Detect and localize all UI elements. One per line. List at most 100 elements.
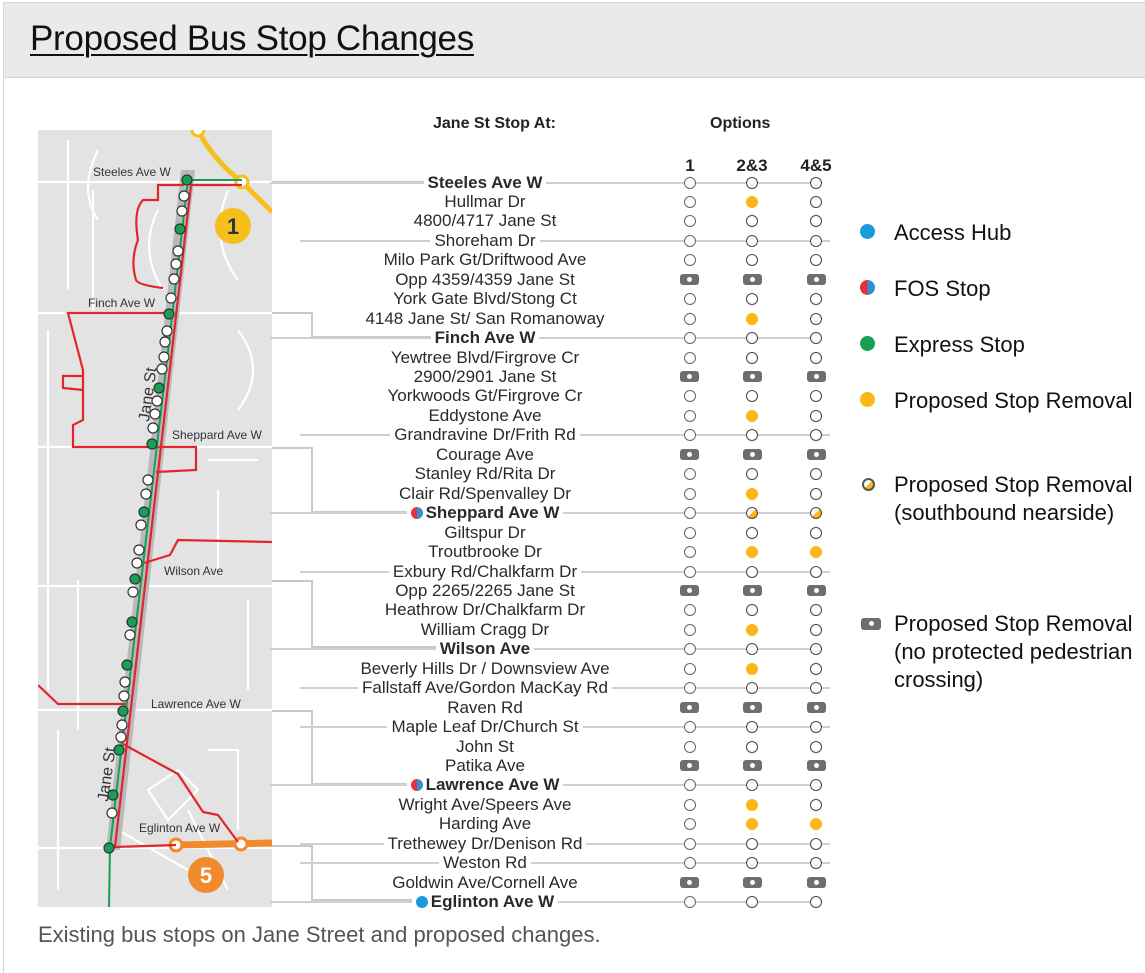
stop-row: Finch Ave W: [270, 328, 840, 348]
keep-stop-icon: [684, 487, 696, 500]
keep-stop-icon: [810, 409, 822, 422]
stop-name: Shoreham Dr: [434, 230, 536, 250]
keep-stop-icon: [684, 312, 696, 325]
line5-badge-label: 5: [200, 863, 212, 888]
stop-name-cell: Eglinton Ave W: [300, 892, 670, 912]
stop-name-cell: Weston Rd: [300, 853, 670, 873]
page-header: Proposed Bus Stop Changes: [4, 3, 1145, 78]
keep-stop-icon: [684, 662, 696, 675]
stop-name: Giltspur Dr: [444, 522, 526, 542]
stop-name: William Cragg Dr: [420, 619, 550, 639]
stop-name: Finch Ave W: [434, 328, 536, 348]
line5-lrt: [175, 839, 272, 849]
stop-row: 4148 Jane St/ San Romanoway: [300, 308, 840, 328]
stop-name-cell: Wilson Ave: [300, 639, 670, 659]
keep-stop-icon: [810, 176, 822, 189]
no-crossing-removal-icon: [807, 701, 826, 713]
stop-row: Grandravine Dr/Frith Rd: [300, 425, 840, 445]
option-2-3-header: 2&3: [736, 156, 768, 175]
blue-dot-icon: [860, 224, 875, 239]
stop-name: Courage Ave: [436, 444, 534, 464]
stop-name-cell: Finch Ave W: [300, 328, 670, 348]
proposed-removal-icon: [746, 195, 758, 208]
keep-stop-icon: [684, 565, 696, 578]
keep-stop-icon: [684, 390, 696, 403]
stop-row: Opp 4359/4359 Jane St: [300, 269, 840, 289]
stop-name-cell: Maple Leaf Dr/Church St: [300, 717, 670, 737]
line5-badge: [188, 857, 224, 893]
keep-stop-icon: [684, 818, 696, 831]
stop-row: Giltspur Dr: [300, 522, 840, 542]
keep-stop-icon: [810, 740, 822, 753]
keep-stop-icon: [684, 409, 696, 422]
line1-badge-label: 1: [227, 214, 239, 239]
stop-name-cell: Trethewey Dr/Denison Rd: [300, 833, 670, 853]
route-map: 1 5: [38, 130, 272, 907]
fos-stop-icon: [410, 507, 423, 520]
page-title[interactable]: Proposed Bus Stop Changes: [30, 19, 474, 58]
keep-stop-icon: [810, 351, 822, 364]
stop-name-cell: Clair Rd/Spenvalley Dr: [300, 483, 670, 503]
proposed-removal-icon: [810, 546, 822, 559]
stop-name: Patika Ave: [444, 756, 526, 775]
street-label-wilson: Wilson Ave: [164, 564, 223, 578]
keep-stop-icon: [810, 487, 822, 500]
stop-row: Yorkwoods Gt/Firgrove Cr: [300, 386, 840, 406]
legend-label: Express Stop: [894, 332, 1025, 357]
proposed-removal-icon: [746, 662, 758, 675]
keep-stop-icon: [746, 390, 758, 403]
proposed-removal-icon: [746, 623, 758, 636]
fos-stop-icon: [410, 779, 423, 792]
stop-row: Lawrence Ave W: [270, 775, 840, 795]
figure-caption: Existing bus stops on Jane Street and pr…: [38, 922, 601, 947]
stop-name-cell: Exbury Rd/Chalkfarm Dr: [300, 561, 670, 581]
stop-name: 4800/4717 Jane St: [413, 211, 557, 231]
keep-stop-icon: [684, 779, 696, 792]
stop-name-cell: Sheppard Ave W: [300, 503, 670, 523]
keep-stop-icon: [746, 293, 758, 306]
no-crossing-removal-icon: [807, 584, 826, 596]
page-frame: [3, 2, 1145, 973]
stop-name: Clair Rd/Spenvalley Dr: [399, 483, 571, 503]
row-rule: [300, 862, 830, 865]
no-crossing-removal-icon: [807, 448, 826, 460]
stop-row: Beverly Hills Dr / Downsview Ave: [300, 658, 840, 678]
keep-stop-icon: [746, 176, 758, 189]
stop-name: Sheppard Ave W: [425, 503, 560, 523]
keep-stop-icon: [684, 546, 696, 559]
no-crossing-removal-icon: [807, 876, 826, 888]
options-header: Options: [710, 115, 771, 132]
stop-name-cell: Goldwin Ave/Cornell Ave: [300, 872, 670, 892]
stop-name-cell: Giltspur Dr: [300, 522, 670, 542]
keep-stop-icon: [746, 857, 758, 870]
keep-stop-icon: [810, 468, 822, 481]
keep-stop-icon: [810, 293, 822, 306]
stop-row: Shoreham Dr: [300, 230, 840, 250]
stop-name: Troutbrooke Dr: [428, 542, 542, 562]
access-hub-icon: [415, 896, 428, 909]
no-crossing-removal-icon: [680, 876, 699, 888]
stop-name: Raven Rd: [447, 697, 523, 717]
no-crossing-removal-icon: [680, 584, 699, 596]
stop-row: Patika Ave: [300, 756, 840, 775]
keep-stop-icon: [684, 896, 696, 909]
stop-row: Opp 2265/2265 Jane St: [300, 580, 840, 600]
keep-stop-icon: [810, 254, 822, 267]
stop-name-cell: Stanley Rd/Rita Dr: [300, 464, 670, 484]
green-dot-icon: [860, 336, 875, 351]
keep-stop-icon: [684, 234, 696, 247]
map-graphic: 1 5: [38, 130, 272, 907]
legend-label: Proposed Stop Removal (no protected pede…: [894, 611, 1133, 692]
no-crossing-removal-icon: [680, 371, 699, 382]
keep-stop-icon: [746, 682, 758, 695]
local-route: [38, 183, 272, 849]
keep-stop-icon: [684, 682, 696, 695]
no-crossing-removal-icon: [743, 584, 762, 596]
stop-name-cell: York Gate Blvd/Stong Ct: [300, 289, 670, 309]
keep-stop-icon: [746, 215, 758, 228]
stop-name-cell: Troutbrooke Dr: [300, 542, 670, 562]
stop-row: Stanley Rd/Rita Dr: [300, 464, 840, 484]
keep-stop-icon: [810, 604, 822, 617]
stop-name-cell: Beverly Hills Dr / Downsview Ave: [300, 658, 670, 678]
stop-row: Sheppard Ave W: [270, 503, 840, 523]
